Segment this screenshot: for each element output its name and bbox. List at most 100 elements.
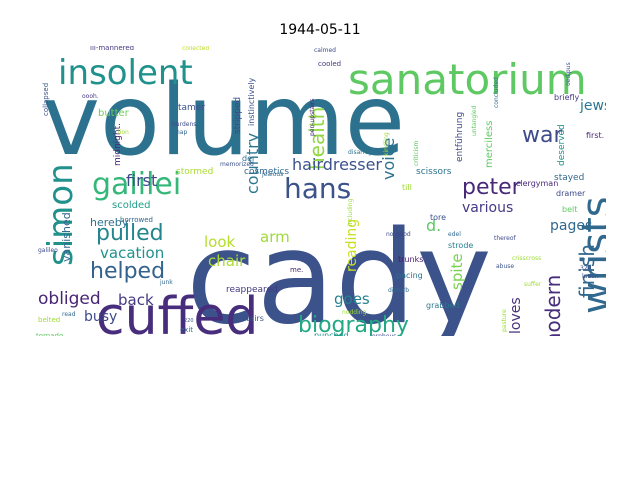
word-tamer: tamer xyxy=(178,103,205,113)
word-back: back xyxy=(118,291,154,309)
word-vacation: vacation xyxy=(100,244,164,262)
word-pasture: pasture xyxy=(501,309,508,332)
word-country: country xyxy=(243,133,262,194)
word-ill-mannered: ill-mannered xyxy=(90,46,134,52)
word-scolded: scolded xyxy=(112,200,150,211)
word-biography: biography xyxy=(298,313,409,336)
word-arm: arm xyxy=(260,228,290,246)
word-tore: tore xyxy=(430,213,446,222)
word-exit: exit xyxy=(180,326,193,334)
word-cady: cady xyxy=(186,204,492,336)
word-deserved: deserved xyxy=(557,124,567,166)
word-strode: strode xyxy=(448,241,473,250)
word-till: till xyxy=(402,183,412,192)
word-burdens: burdens. xyxy=(172,121,198,128)
word-wrists: wrists xyxy=(574,196,606,314)
word-butter: butter xyxy=(98,108,130,119)
word-d: d. xyxy=(426,216,441,235)
word-dramer: dramer xyxy=(556,189,586,198)
word-various: various xyxy=(462,200,513,216)
word-hans: hans xyxy=(284,172,351,205)
word-laden: laden xyxy=(582,273,599,280)
word-scissors: scissors xyxy=(416,167,452,177)
word-volume: volume xyxy=(42,64,405,178)
word-pulled: pulled xyxy=(96,221,164,246)
word-collapsed: collapsed xyxy=(42,83,50,116)
word-hairdresser: hairdresser xyxy=(292,155,382,174)
word-cuffed: cuffed xyxy=(96,287,258,336)
word-nodding: nodding xyxy=(342,309,367,316)
word-obliged: obliged xyxy=(38,289,101,309)
word-kindling: kindling xyxy=(383,132,390,156)
word-stormed: stormed xyxy=(176,167,213,177)
word-modern: modern xyxy=(541,275,565,336)
word-concluded: concluded xyxy=(493,77,500,108)
word-disturb: disturb xyxy=(388,287,409,294)
word-nap: nap xyxy=(176,129,187,136)
word-jews: jews xyxy=(579,98,606,114)
word-war: war xyxy=(522,123,563,148)
word-edel: edel xyxy=(448,231,461,238)
word-crisscross: crisscross xyxy=(512,255,541,262)
word-collected: collected xyxy=(182,46,209,52)
word-galileo: galileo xyxy=(38,247,58,254)
word-calmed: calmed xyxy=(314,47,336,54)
word-reappeared: reappeared xyxy=(226,285,278,295)
word-orpheus: orpheus xyxy=(372,333,396,336)
word-320: 320 xyxy=(580,265,592,272)
word-thereof: thereof xyxy=(494,235,517,242)
word-grabbed: grabbed xyxy=(426,301,459,310)
word-peter: peter xyxy=(462,175,522,200)
word-busy: busy xyxy=(84,309,117,325)
word-pen-upstairs: pen-upstairs xyxy=(309,99,316,137)
word-punched: punched xyxy=(314,331,349,336)
word-vanished: vanished xyxy=(60,212,73,262)
word-loves: loves xyxy=(508,297,524,334)
word-untangled: untangled xyxy=(471,105,478,136)
word-helped: helped xyxy=(90,259,165,284)
word-jealous: jealous xyxy=(261,171,283,178)
word-reading: reading xyxy=(344,219,360,272)
word-belted: belted xyxy=(38,316,60,324)
word-spite: spite xyxy=(448,253,466,290)
word-suffer: suffer xyxy=(524,281,542,288)
word-insolent: insolent xyxy=(58,53,193,93)
word-borrowed: borrowed xyxy=(120,216,153,224)
word-oedipus: oedipus xyxy=(565,62,572,86)
word-oooh: oooh. xyxy=(82,93,99,100)
word-goes: goes xyxy=(334,290,370,308)
word-lion: lion xyxy=(118,129,129,136)
word-abuse: abuse xyxy=(496,263,514,270)
chart-title: 1944-05-11 xyxy=(279,22,361,38)
word-disarray: disarray xyxy=(348,149,373,156)
word-finish: finish xyxy=(575,244,599,298)
word-belt: belt xyxy=(562,205,577,214)
word-briefly: briefly xyxy=(554,93,580,102)
word-stayed: stayed xyxy=(554,173,584,183)
word-junk: junk xyxy=(159,279,173,286)
word-first: first xyxy=(126,171,157,190)
word-read: read xyxy=(62,311,76,318)
word-cooled: cooled xyxy=(318,60,341,68)
word-criticism: criticism xyxy=(413,140,420,166)
word-trunks: trunks xyxy=(398,255,423,264)
word-chair: chair xyxy=(208,252,246,270)
word-no-good: no-good xyxy=(386,231,411,238)
word-merciless: merciless xyxy=(484,121,495,168)
word-der: der xyxy=(242,154,256,163)
word-voice: voice xyxy=(379,138,398,180)
word-pages: pages xyxy=(550,218,592,234)
word-memorized: memorized xyxy=(220,161,254,168)
word-cosmetics: cosmetics xyxy=(244,167,289,177)
word-stripped: stripped xyxy=(233,97,243,134)
word-stairs: stairs xyxy=(242,314,264,323)
word-hereby: hereby xyxy=(90,216,129,229)
word-pacing: pacing xyxy=(396,271,423,280)
word-galilei: galilei xyxy=(92,167,181,202)
word-including: including xyxy=(347,198,354,226)
word-instinctively: instinctively xyxy=(247,77,256,126)
word-first: first. xyxy=(586,131,604,140)
word-health: health xyxy=(305,107,329,170)
word-midnight: midnight. xyxy=(113,123,123,166)
